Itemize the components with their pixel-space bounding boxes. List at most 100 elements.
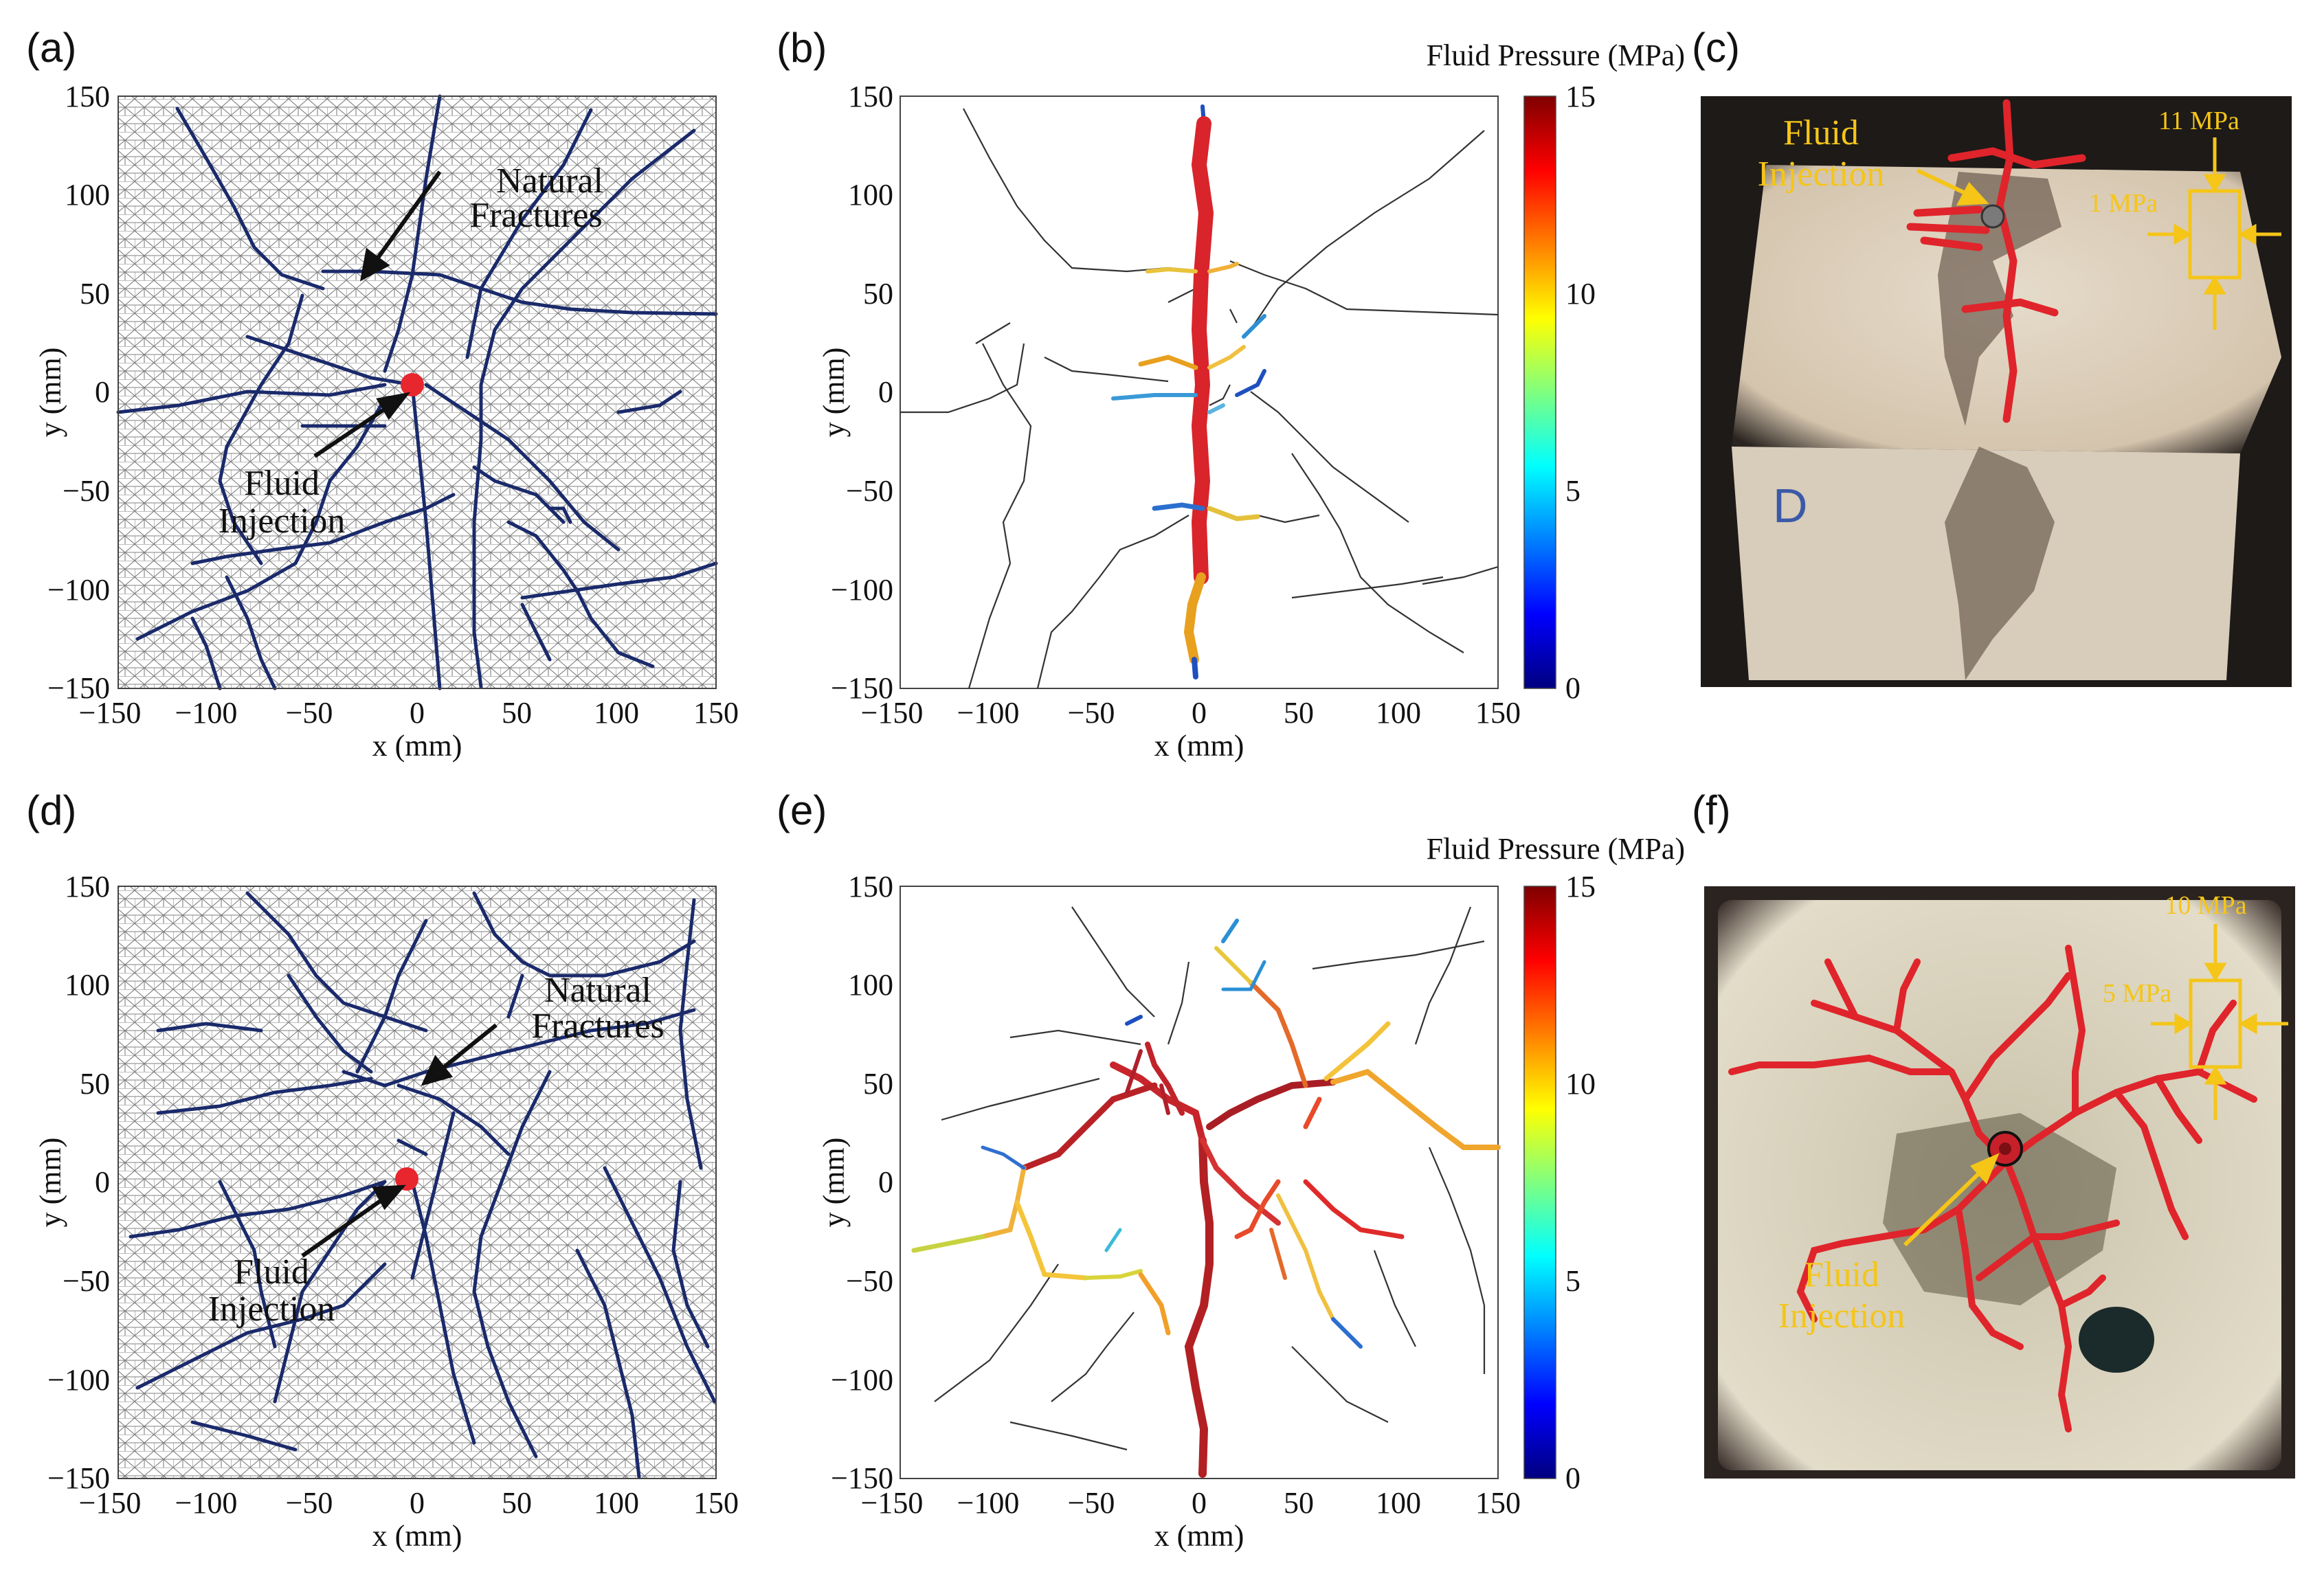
y-tick-label: −150 <box>47 671 110 705</box>
plot-d: Natural Fractures Fluid Injection 150 10… <box>34 870 739 1553</box>
colorbar-tick: 0 <box>1565 1461 1580 1495</box>
closed-fractures-e <box>934 906 1486 1451</box>
y-tick-label: −100 <box>831 573 893 607</box>
y-axis-label-e: y (mm) <box>817 1138 851 1228</box>
y-tick-label: 0 <box>95 1165 110 1199</box>
natural-fractures-d <box>129 891 717 1479</box>
photo-f-stress-high: 10 MPa <box>2165 891 2246 920</box>
y-tick-label: 50 <box>863 1067 893 1101</box>
plot-a: Natural Fractures Fluid Injection 150 10… <box>34 80 739 763</box>
x-tick-label: 150 <box>1475 1486 1521 1520</box>
x-axis-label-b: x (mm) <box>1154 729 1244 763</box>
colorbar-tick: 0 <box>1565 671 1580 705</box>
x-tick-label: 150 <box>693 1486 739 1520</box>
y-tick-label: 100 <box>65 968 110 1002</box>
natural-fractures-label-a: Natural <box>496 161 603 201</box>
y-axis-label-d: y (mm) <box>34 1138 67 1228</box>
x-ticks-e: −150 −100 −50 0 50 100 150 <box>861 1486 1521 1520</box>
photo-c-injection-label: Injection <box>1758 155 1885 194</box>
colorbar-e <box>1523 886 1556 1479</box>
panel-label-c: (c) <box>1692 25 1740 71</box>
y-tick-label: −100 <box>47 1363 110 1397</box>
colorbar-b <box>1523 95 1556 689</box>
y-tick-label: −50 <box>63 1264 110 1298</box>
y-tick-label: −150 <box>831 1461 893 1495</box>
fluid-injection-label2-a: Injection <box>219 502 346 541</box>
x-tick-label: −100 <box>957 696 1020 730</box>
photo-f-stress-low: 5 MPa <box>2103 979 2171 1008</box>
fluid-injection-arrow-d <box>301 1184 406 1258</box>
x-axis-label-a: x (mm) <box>372 729 462 763</box>
x-tick-label: −150 <box>861 1486 924 1520</box>
y-tick-label: 150 <box>65 870 110 903</box>
fluid-injection-label-a: Fluid <box>244 464 320 503</box>
photo-c-stain <box>1945 447 2055 680</box>
photo-c-traced-fractures <box>1906 99 2086 423</box>
photo-c-stress-arrows <box>2147 137 2281 330</box>
colorbar-ticks-b: 15 10 5 0 <box>1565 80 1596 705</box>
y-tick-label: −50 <box>846 474 893 508</box>
fluid-injection-arrow-a <box>313 392 411 458</box>
y-tick-label: −50 <box>846 1264 893 1298</box>
photo-c: D Fluid Injection 11 MPa 1 MPa <box>1701 96 2292 687</box>
photo-c-stress-high: 11 MPa <box>2158 106 2239 135</box>
x-tick-label: 150 <box>693 696 739 730</box>
x-tick-label: −50 <box>1068 696 1115 730</box>
y-tick-label: −50 <box>63 474 110 508</box>
y-ticks-d: 150 100 50 0 −50 −100 −150 <box>47 870 110 1495</box>
x-tick-label: −100 <box>957 1486 1020 1520</box>
colorbar-tick: 15 <box>1565 870 1596 903</box>
x-tick-label: −100 <box>175 1486 238 1520</box>
y-ticks-e: 150 100 50 0 −50 −100 −150 <box>831 870 893 1495</box>
photo-c-marker-D: D <box>1773 479 1808 532</box>
y-ticks-a: 150 100 50 0 −50 −100 −150 <box>47 80 110 705</box>
x-tick-label: −50 <box>1068 1486 1115 1520</box>
x-tick-label: 50 <box>502 1486 532 1520</box>
y-ticks-b: 150 100 50 0 −50 −100 −150 <box>831 80 893 705</box>
x-tick-label: 100 <box>594 1486 639 1520</box>
fluid-injection-label-d: Fluid <box>234 1252 309 1292</box>
photo-f-dark-spot <box>2079 1307 2154 1373</box>
photo-c-stress-low: 1 MPa <box>2089 189 2158 218</box>
photo-f-injection-label: Injection <box>1778 1296 1906 1336</box>
colorbar-tick: 5 <box>1565 474 1580 508</box>
y-tick-label: 50 <box>80 1067 110 1101</box>
y-tick-label: 100 <box>65 178 110 212</box>
x-tick-label: −150 <box>861 696 924 730</box>
y-tick-label: 100 <box>848 178 893 212</box>
y-tick-label: −100 <box>831 1363 893 1397</box>
photo-c-fluid-label: Fluid <box>1783 113 1859 153</box>
x-tick-label: 100 <box>1376 1486 1421 1520</box>
injection-point-a <box>401 373 424 396</box>
x-tick-label: −50 <box>286 696 333 730</box>
natural-fractures-label-d: Natural <box>544 971 651 1010</box>
photo-c-stain-top <box>1938 172 2062 426</box>
natural-fractures-a <box>116 94 718 690</box>
plot-e: 150 100 50 0 −50 −100 −150 −150 −100 −50… <box>817 832 1685 1553</box>
x-axis-label-d: x (mm) <box>372 1519 462 1553</box>
y-axis-label-b: y (mm) <box>817 348 851 438</box>
x-ticks-d: −150 −100 −50 0 50 100 150 <box>79 1486 739 1520</box>
fluid-injection-label2-d: Injection <box>208 1290 335 1329</box>
colorbar-tick: 5 <box>1565 1264 1580 1298</box>
natural-fractures-label2-a: Fractures <box>469 196 602 235</box>
x-tick-label: 50 <box>1284 1486 1314 1520</box>
colorbar-title-b: Fluid Pressure (MPa) <box>1427 38 1685 72</box>
y-tick-label: −150 <box>47 1461 110 1495</box>
y-tick-label: 50 <box>863 277 893 311</box>
colorbar-title-e: Fluid Pressure (MPa) <box>1427 832 1685 866</box>
panel-label-e: (e) <box>776 787 827 833</box>
axes-box-d <box>118 886 717 1479</box>
colorbar-tick: 10 <box>1565 1067 1596 1101</box>
y-tick-label: −100 <box>47 573 110 607</box>
x-ticks-b: −150 −100 −50 0 50 100 150 <box>861 696 1521 730</box>
y-axis-label-a: y (mm) <box>34 348 67 438</box>
y-tick-label: 150 <box>65 80 110 113</box>
x-tick-label: −150 <box>79 696 142 730</box>
y-tick-label: 50 <box>80 277 110 311</box>
x-tick-label: 50 <box>1284 696 1314 730</box>
photo-c-injection-port <box>1980 204 2005 229</box>
y-tick-label: −150 <box>831 671 893 705</box>
panel-label-d: (d) <box>26 787 76 833</box>
